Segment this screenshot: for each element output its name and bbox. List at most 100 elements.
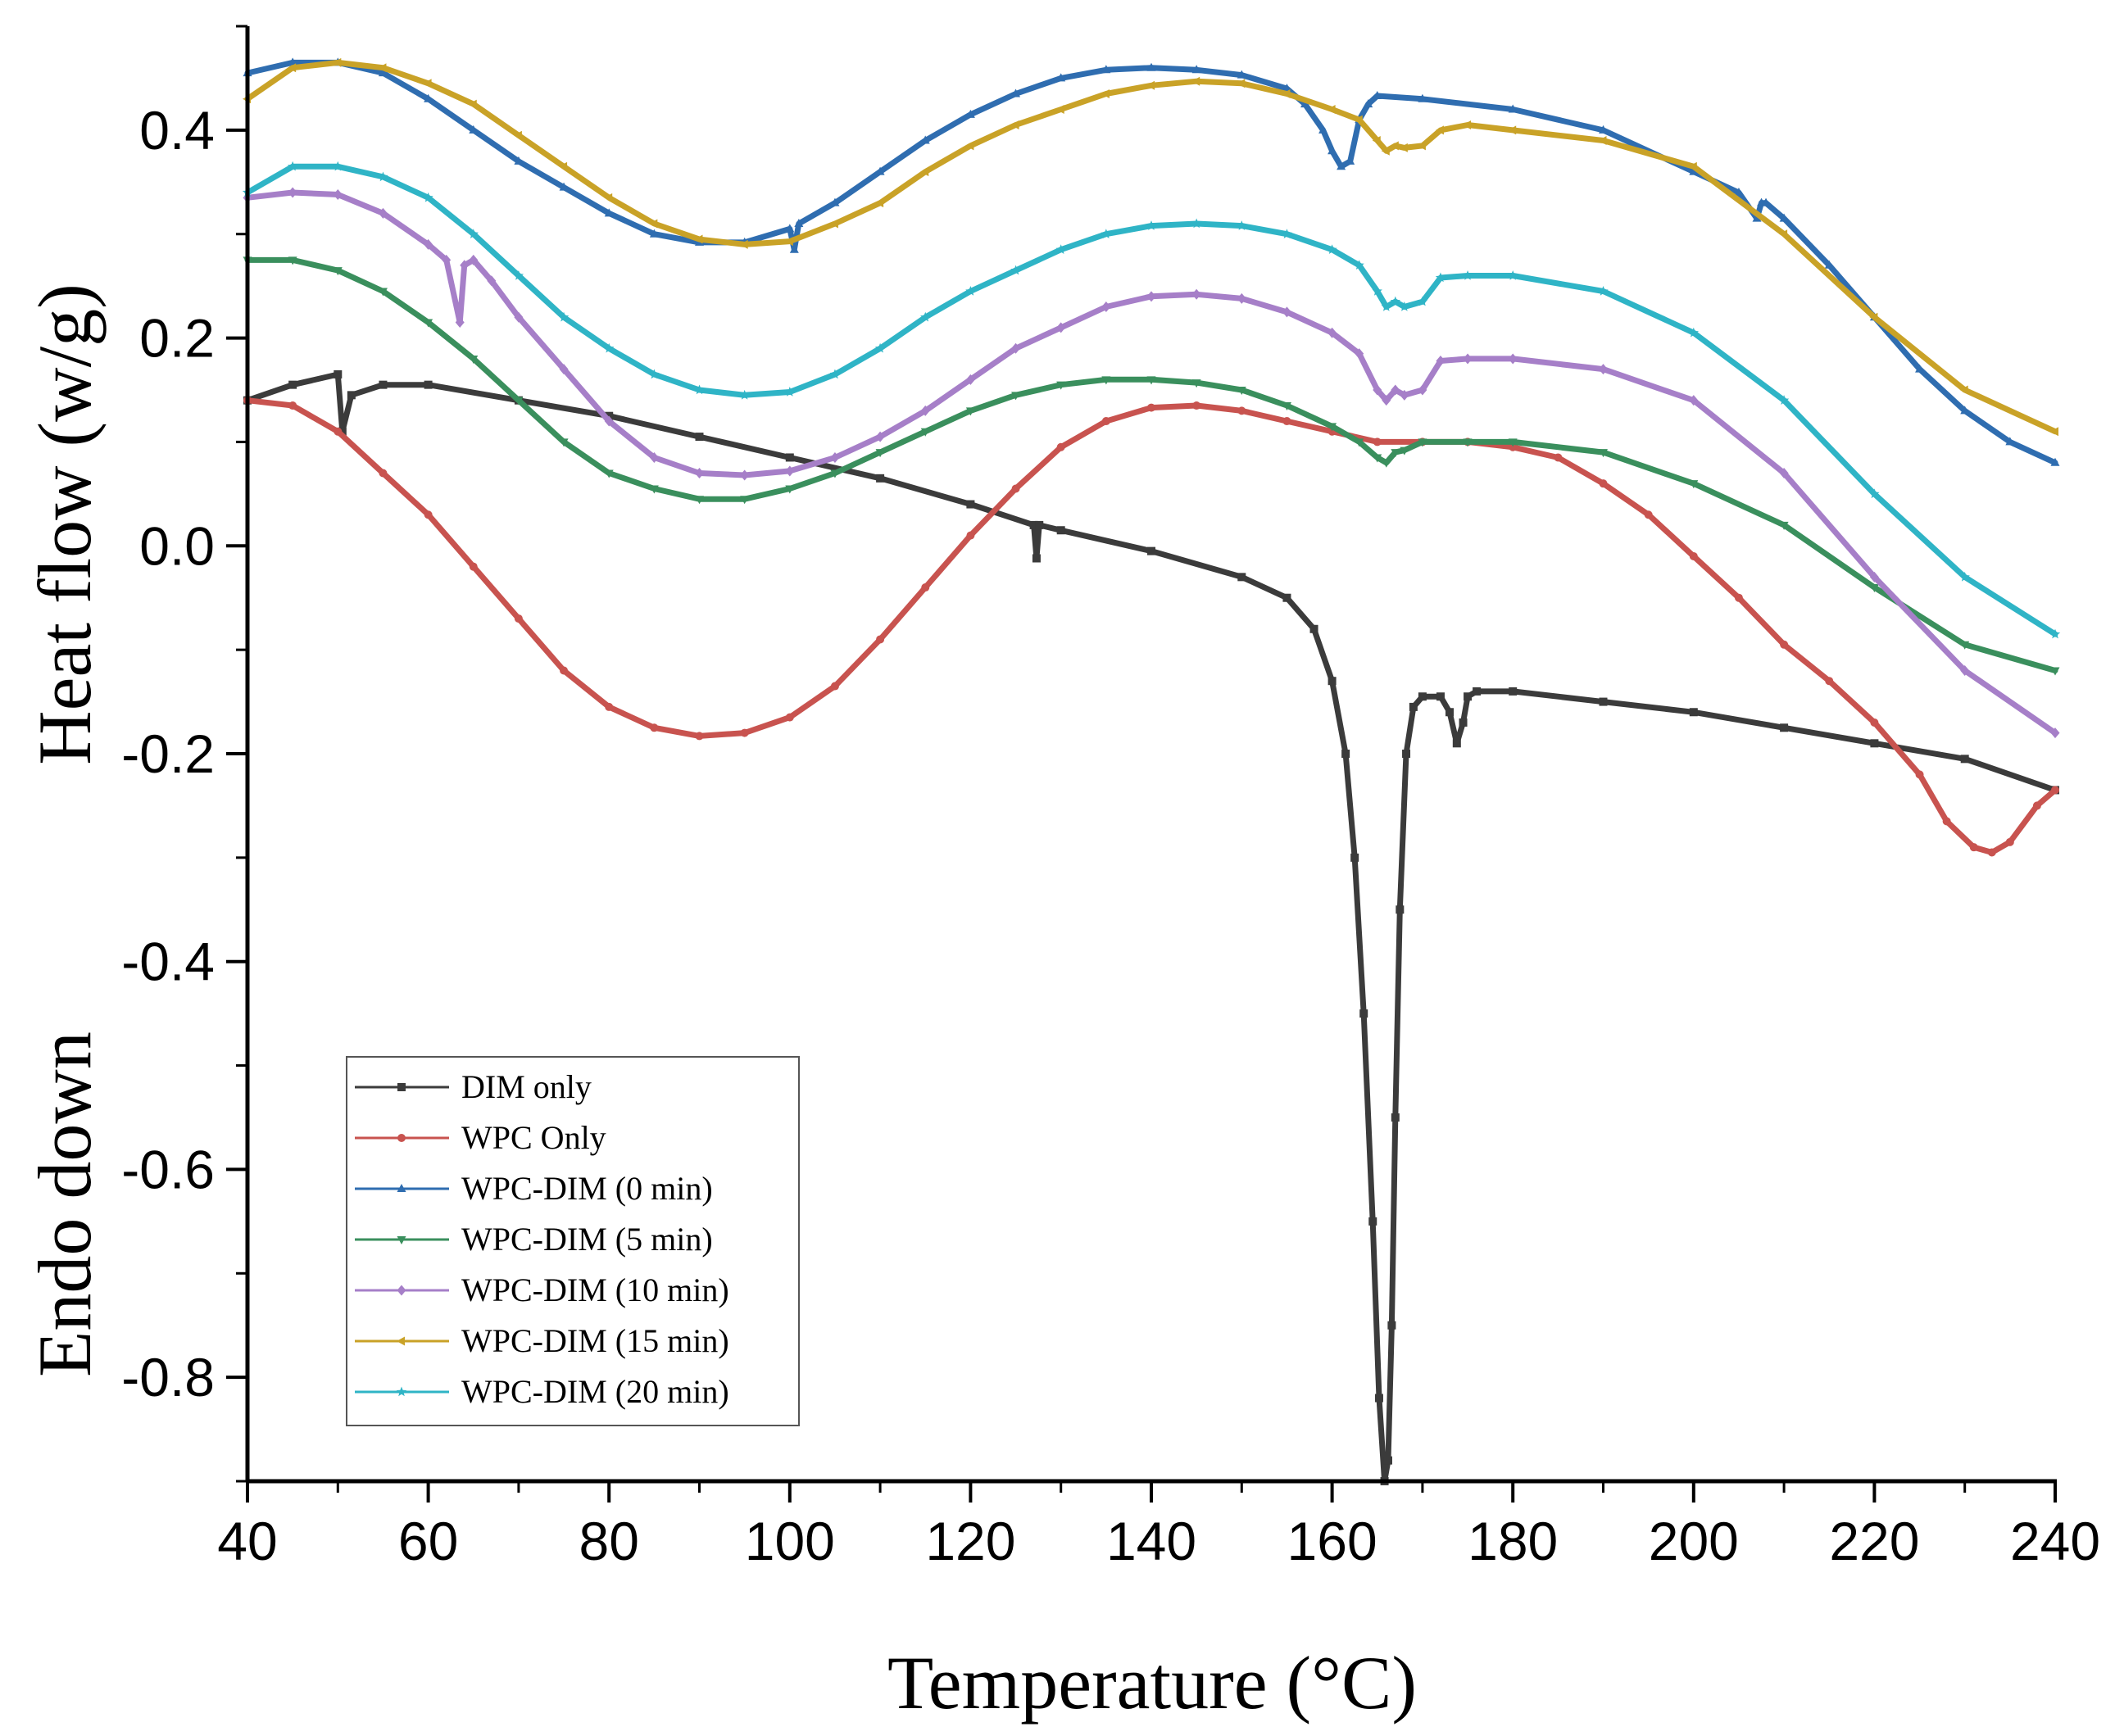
data-point-wpc-dim-5-min (2050, 667, 2060, 676)
data-point-wpc-dim-0-min (1734, 187, 1744, 196)
data-point-wpc-dim-0-min (2050, 457, 2060, 466)
data-point-wpc-dim-15-min (559, 161, 568, 171)
data-point-wpc-dim-20-min (1101, 229, 1112, 238)
data-point-wpc-dim-5-min (785, 485, 795, 494)
data-point-wpc-dim-0-min (794, 219, 804, 228)
data-point-wpc-dim-0-min (559, 182, 569, 191)
data-point-wpc-dim-0-min (1373, 90, 1382, 99)
data-point-dim-only (1780, 723, 1789, 732)
data-point-wpc-dim-20-min (1399, 301, 1410, 311)
data-point-wpc-dim-5-min (1400, 446, 1409, 456)
series-wpc-dim-15-min (243, 57, 2058, 437)
data-point-wpc-dim-10-min (424, 238, 433, 250)
data-point-wpc-dim-10-min (785, 465, 795, 477)
series-line-wpc-only (244, 397, 2058, 855)
y-tick-label--0.8: -0.8 (121, 1347, 215, 1407)
data-point-wpc-dim-5-min (830, 469, 840, 478)
data-point-wpc-dim-15-min (1354, 115, 1363, 125)
data-point-wpc-dim-0-min (1761, 197, 1771, 206)
data-point-wpc-dim-10-min (1373, 384, 1382, 396)
data-point-wpc-dim-20-min (2049, 628, 2061, 639)
data-point-wpc-dim-15-min (1688, 161, 1697, 171)
data-point-dim-only (1418, 692, 1427, 701)
data-point-wpc-dim-5-min (1146, 376, 1156, 385)
data-point-wpc-only (1373, 437, 1382, 446)
data-point-wpc-only (334, 427, 343, 436)
y-tick-label-0.0: 0.0 (139, 515, 215, 576)
x-tick-label-180: 180 (1468, 1511, 1558, 1571)
data-point-wpc-dim-20-min (1010, 265, 1021, 275)
data-point-wpc-dim-0-min (1191, 65, 1201, 74)
data-point-wpc-dim-15-min (333, 57, 342, 67)
data-point-wpc-dim-20-min (1381, 301, 1391, 311)
y-tick-label--0.6: -0.6 (121, 1139, 215, 1199)
data-point-dim-only (1445, 708, 1454, 717)
data-point-wpc-only (740, 728, 749, 737)
legend-label: WPC-DIM (10 min) (461, 1271, 729, 1308)
data-point-dim-only (876, 474, 885, 483)
data-point-wpc-dim-20-min (1462, 270, 1473, 280)
x-tick-label-40: 40 (217, 1511, 277, 1571)
data-point-wpc-dim-10-min (1436, 355, 1446, 366)
legend-item-wpc-dim-0-min: WPC-DIM (0 min) (355, 1170, 713, 1207)
legend-label: WPC-DIM (5 min) (461, 1221, 713, 1258)
data-point-wpc-dim-5-min (1355, 438, 1364, 447)
data-point-wpc-dim-0-min (2005, 437, 2015, 446)
data-point-wpc-dim-5-min (469, 355, 479, 364)
data-point-wpc-dim-0-min (830, 197, 840, 206)
legend-swatch-marker (397, 1134, 406, 1142)
data-point-wpc-dim-15-min (1508, 125, 1517, 135)
data-point-wpc-dim-0-min (1364, 99, 1373, 108)
data-point-wpc-dim-10-min (288, 187, 297, 198)
data-point-dim-only (1032, 554, 1041, 563)
data-point-wpc-dim-20-min (649, 369, 660, 379)
legend-item-wpc-only: WPC Only (355, 1119, 606, 1156)
data-point-wpc-dim-20-min (694, 384, 705, 395)
data-point-wpc-dim-0-min (1508, 104, 1518, 113)
data-point-wpc-dim-15-min (1191, 76, 1200, 86)
data-point-wpc-dim-20-min (1237, 220, 1247, 230)
legend-swatch-marker (397, 1285, 406, 1296)
data-point-wpc-only (2005, 837, 2014, 846)
data-point-wpc-dim-10-min (875, 431, 885, 442)
data-point-wpc-dim-20-min (739, 389, 750, 400)
data-point-wpc-dim-0-min (1418, 93, 1427, 102)
data-point-wpc-dim-15-min (784, 237, 793, 247)
data-point-wpc-dim-10-min (455, 317, 465, 329)
data-point-wpc-dim-15-min (920, 167, 929, 177)
data-point-wpc-dim-5-min (288, 256, 297, 265)
data-point-wpc-dim-10-min (514, 311, 524, 323)
y-axis-title: Heat flow (w/g) (23, 283, 107, 765)
data-point-wpc-dim-5-min (514, 397, 524, 406)
data-point-wpc-dim-15-min (423, 79, 432, 88)
data-point-wpc-only (1056, 442, 1065, 451)
data-point-dim-only (1870, 739, 1879, 748)
data-point-wpc-dim-10-min (1508, 353, 1518, 365)
data-point-wpc-dim-0-min (514, 156, 524, 165)
data-point-dim-only (347, 391, 356, 400)
data-point-dim-only (1368, 1217, 1377, 1226)
data-point-dim-only (1396, 905, 1405, 914)
series-wpc-dim-20-min (242, 161, 2061, 639)
data-point-dim-only (966, 500, 975, 509)
data-point-wpc-dim-0-min (1337, 161, 1346, 170)
data-point-wpc-dim-15-min (1390, 141, 1399, 151)
data-point-wpc-dim-10-min (1599, 364, 1608, 375)
data-point-wpc-dim-20-min (1055, 244, 1066, 255)
data-point-dim-only (1328, 677, 1337, 686)
data-point-wpc-dim-20-min (1959, 571, 1970, 582)
data-point-wpc-only (1011, 484, 1020, 493)
legend-swatch-marker (397, 1236, 406, 1244)
data-point-wpc-dim-5-min (1391, 449, 1400, 458)
data-point-wpc-dim-20-min (1354, 260, 1364, 270)
data-point-wpc-dim-10-min (1355, 348, 1364, 360)
data-point-wpc-dim-15-min (1417, 141, 1426, 151)
data-point-wpc-dim-20-min (965, 285, 976, 296)
data-point-wpc-only (1237, 406, 1246, 415)
data-point-wpc-dim-20-min (1508, 270, 1518, 280)
data-point-wpc-dim-10-min (1689, 395, 1699, 406)
data-point-wpc-dim-5-min (1101, 376, 1111, 385)
data-point-wpc-dim-0-min (1318, 125, 1328, 134)
data-point-wpc-dim-15-min (1282, 88, 1291, 98)
